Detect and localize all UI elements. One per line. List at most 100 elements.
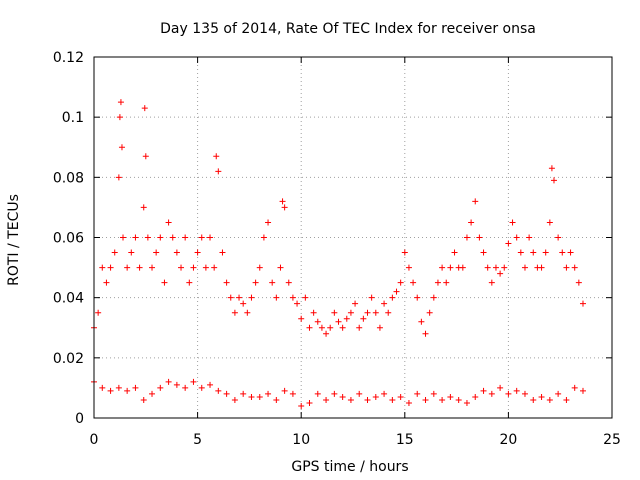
data-point — [103, 279, 110, 286]
data-point — [182, 384, 189, 391]
data-point — [488, 390, 495, 397]
data-point — [294, 300, 301, 307]
data-point — [339, 393, 346, 400]
data-point — [128, 249, 135, 256]
data-point — [575, 279, 582, 286]
data-point — [459, 264, 466, 271]
data-point — [364, 396, 371, 403]
data-point — [215, 387, 222, 394]
data-point — [492, 264, 499, 271]
x-tick-label: 15 — [396, 432, 414, 448]
data-point — [418, 318, 425, 325]
data-point — [488, 279, 495, 286]
data-point — [281, 387, 288, 394]
data-point — [223, 279, 230, 286]
data-point — [120, 234, 127, 241]
data-point — [256, 264, 263, 271]
data-point — [521, 390, 528, 397]
data-point — [95, 309, 102, 316]
data-point — [405, 399, 412, 406]
y-tick-label: 0.04 — [53, 291, 84, 307]
data-points — [91, 99, 586, 409]
data-point — [579, 387, 586, 394]
data-point — [111, 249, 118, 256]
data-point — [376, 324, 383, 331]
data-point — [202, 264, 209, 271]
data-point — [422, 396, 429, 403]
data-point — [252, 279, 259, 286]
y-tick-label: 0.12 — [53, 50, 84, 66]
x-tick-label: 0 — [90, 432, 99, 448]
series-1 — [91, 378, 586, 409]
data-point — [248, 294, 255, 301]
data-point — [213, 153, 220, 160]
data-point — [124, 264, 131, 271]
data-point — [546, 396, 553, 403]
data-point — [153, 249, 160, 256]
data-point — [107, 387, 114, 394]
data-point — [439, 264, 446, 271]
data-point — [559, 249, 566, 256]
data-point — [165, 219, 172, 226]
data-point — [509, 219, 516, 226]
data-point — [472, 393, 479, 400]
data-point — [555, 390, 562, 397]
data-point — [430, 294, 437, 301]
data-point — [117, 99, 124, 106]
data-point — [186, 279, 193, 286]
data-point — [277, 264, 284, 271]
data-point — [414, 294, 421, 301]
data-point — [405, 264, 412, 271]
data-point — [476, 234, 483, 241]
data-point — [310, 309, 317, 316]
data-point — [265, 390, 272, 397]
data-point — [298, 402, 305, 409]
data-point — [323, 330, 330, 337]
series-0 — [91, 99, 586, 337]
data-point — [563, 264, 570, 271]
y-tick-label: 0.08 — [53, 170, 84, 186]
data-point — [381, 300, 388, 307]
data-point — [430, 390, 437, 397]
data-point — [484, 264, 491, 271]
data-point — [463, 399, 470, 406]
data-point — [347, 309, 354, 316]
grid-lines — [94, 57, 612, 418]
data-point — [136, 264, 143, 271]
data-point — [389, 294, 396, 301]
data-point — [526, 234, 533, 241]
data-point — [244, 309, 251, 316]
data-point — [501, 264, 508, 271]
data-point — [443, 279, 450, 286]
data-point — [567, 249, 574, 256]
data-point — [480, 387, 487, 394]
data-point — [381, 390, 388, 397]
data-point — [178, 264, 185, 271]
data-point — [327, 324, 334, 331]
x-tick-label: 25 — [603, 432, 621, 448]
chart-title: Day 135 of 2014, Rate Of TEC Index for r… — [160, 21, 536, 37]
data-point — [505, 390, 512, 397]
data-point — [571, 384, 578, 391]
data-point — [422, 330, 429, 337]
data-point — [505, 240, 512, 247]
data-point — [298, 315, 305, 322]
data-point — [190, 264, 197, 271]
data-point — [530, 396, 537, 403]
data-point — [207, 234, 214, 241]
data-point — [426, 309, 433, 316]
data-point — [269, 279, 276, 286]
data-point — [182, 234, 189, 241]
data-point — [548, 165, 555, 172]
data-point — [339, 324, 346, 331]
data-point — [273, 294, 280, 301]
data-point — [149, 264, 156, 271]
y-axis-label: ROTI / TECUs — [6, 194, 22, 286]
data-point — [306, 399, 313, 406]
data-point — [240, 390, 247, 397]
data-point — [99, 264, 106, 271]
data-point — [279, 198, 286, 205]
data-point — [368, 294, 375, 301]
data-point — [397, 393, 404, 400]
